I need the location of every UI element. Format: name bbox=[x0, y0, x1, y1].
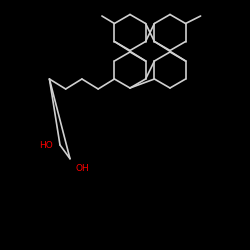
Text: HO: HO bbox=[39, 140, 52, 149]
Text: OH: OH bbox=[75, 164, 89, 173]
